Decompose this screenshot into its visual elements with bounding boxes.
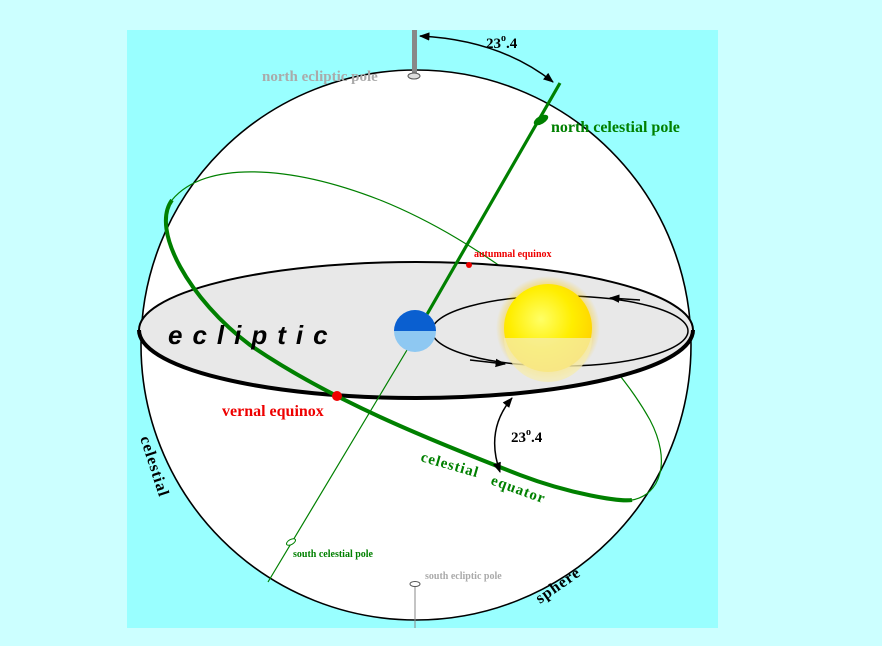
- sun-lower-shade: [504, 338, 592, 382]
- tilt-label-side: 23o.4: [511, 427, 543, 446]
- south-celestial-pole-marker: [285, 538, 297, 546]
- autumnal-equinox-label: autumnal equinox: [474, 249, 552, 260]
- orbit-arrow-top: [608, 294, 641, 303]
- tilt-arc-side: [492, 397, 513, 473]
- ecliptic-front-rim: [137, 329, 695, 400]
- north-ecliptic-pole-rod: [412, 30, 417, 75]
- south-ecliptic-pole-marker: [409, 581, 421, 587]
- north-celestial-pole-label: north celestial pole: [551, 119, 680, 136]
- north-ecliptic-pole-marker: [407, 72, 421, 80]
- south-celestial-pole-label: south celestial pole: [293, 549, 374, 560]
- tilt-arc-top: [418, 32, 554, 83]
- autumnal-equinox-point: [466, 262, 472, 268]
- vernal-equinox-label: vernal equinox: [222, 403, 324, 420]
- south-ecliptic-pole-label: south ecliptic pole: [425, 571, 502, 582]
- orbit-arrow-bottom: [469, 358, 507, 368]
- vernal-equinox-point: [332, 391, 342, 401]
- celestial-equator-front: [163, 198, 633, 503]
- tilt-label-top: 23o.4: [486, 33, 518, 52]
- earth-upper-half: [394, 310, 436, 331]
- north-ecliptic-pole-label: north ecliptic pole: [262, 69, 378, 85]
- ecliptic-label: ecliptic: [168, 320, 338, 350]
- north-celestial-pole-marker: [533, 114, 549, 126]
- celestial-equator-back: [171, 171, 662, 501]
